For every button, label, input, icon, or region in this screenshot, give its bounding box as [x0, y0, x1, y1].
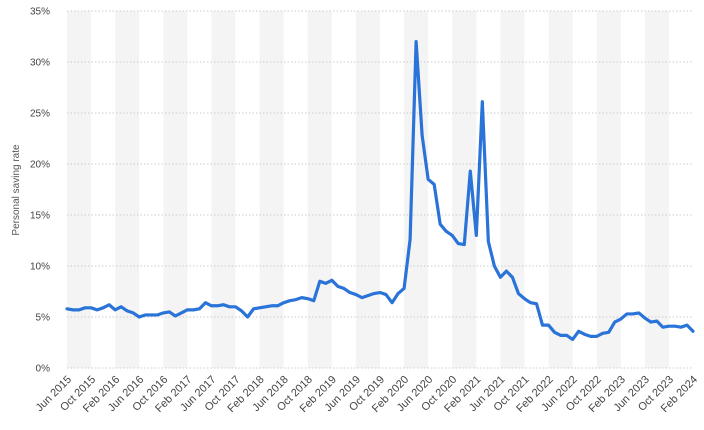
- y-tick-label: 25%: [30, 109, 50, 120]
- background-band: [596, 11, 621, 368]
- background-band: [500, 11, 525, 368]
- background-band: [644, 11, 669, 368]
- alternating-bands: [67, 11, 669, 368]
- y-axis-label: Personal saving rate: [11, 144, 22, 236]
- y-tick-label: 10%: [30, 262, 50, 273]
- y-tick-label: 35%: [30, 7, 50, 18]
- background-band: [211, 11, 236, 368]
- gridlines: [67, 10, 693, 369]
- y-tick-label: 30%: [30, 58, 50, 69]
- background-band: [548, 11, 573, 368]
- background-band: [355, 11, 380, 368]
- y-tick-label: 5%: [36, 313, 51, 324]
- y-tick-label: 0%: [36, 364, 51, 375]
- y-tick-label: 15%: [30, 211, 50, 222]
- y-axis-ticks: 0% 5% 10% 15% 20% 25% 30% 35%: [30, 7, 50, 375]
- background-band: [307, 11, 332, 368]
- background-band: [67, 11, 92, 368]
- background-band: [259, 11, 284, 368]
- background-band: [163, 11, 188, 368]
- saving-rate-line: [65, 40, 695, 342]
- y-tick-label: 20%: [30, 160, 50, 171]
